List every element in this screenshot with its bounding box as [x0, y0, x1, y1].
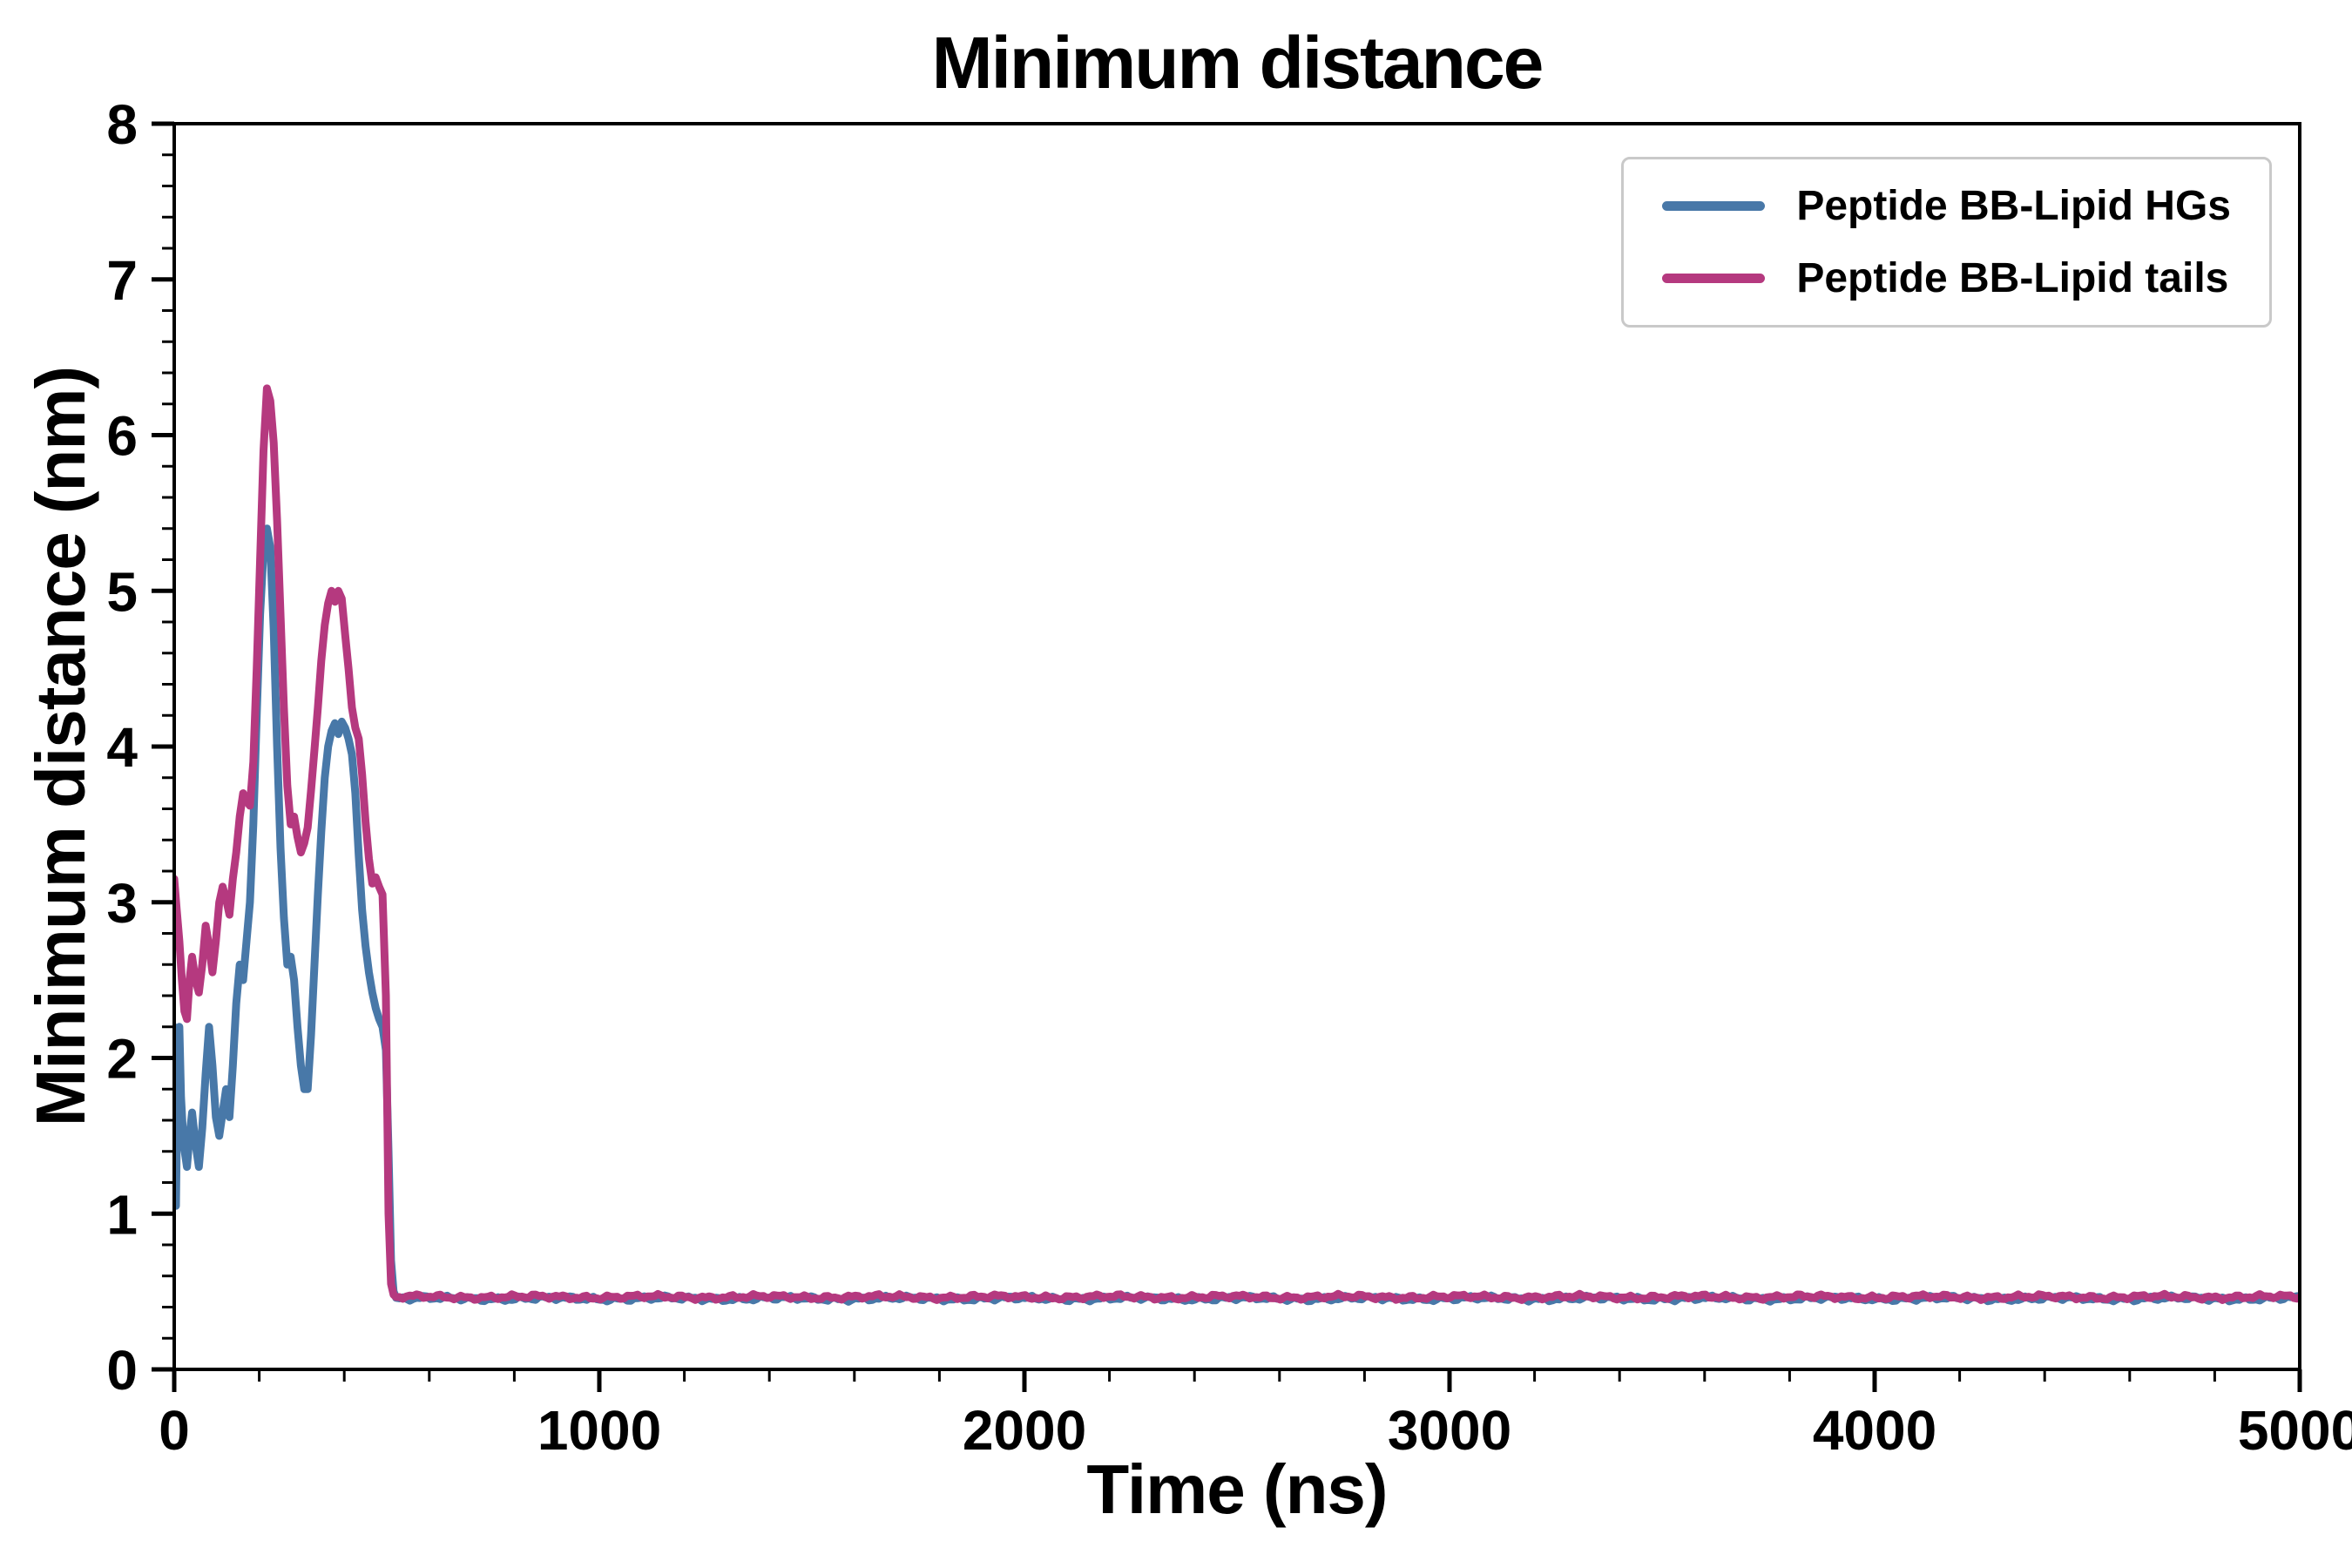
x-axis-label: Time (ns): [1086, 1450, 1388, 1528]
legend-label-hgs: Peptide BB-Lipid HGs: [1796, 183, 2231, 229]
svg-text:8: 8: [106, 93, 138, 156]
svg-text:4000: 4000: [1813, 1399, 1936, 1462]
legend-label-tails: Peptide BB-Lipid tails: [1796, 255, 2229, 301]
legend-swatch-hgs: [1662, 201, 1766, 211]
y-axis-label: Minimum distance (nm): [22, 366, 99, 1127]
svg-text:3: 3: [106, 872, 138, 935]
svg-text:5: 5: [106, 560, 138, 623]
legend: Peptide BB-Lipid HGs Peptide BB-Lipid ta…: [1621, 157, 2272, 328]
legend-item-tails: Peptide BB-Lipid tails: [1662, 254, 2231, 302]
svg-text:3000: 3000: [1388, 1399, 1511, 1462]
svg-text:0: 0: [159, 1399, 190, 1462]
svg-text:5000: 5000: [2238, 1399, 2352, 1462]
svg-text:2: 2: [106, 1028, 138, 1091]
svg-text:1000: 1000: [537, 1399, 661, 1462]
svg-text:1: 1: [106, 1183, 138, 1246]
svg-text:6: 6: [106, 405, 138, 468]
svg-text:0: 0: [106, 1339, 138, 1402]
chart-title: Minimum distance: [931, 22, 1544, 104]
legend-item-hgs: Peptide BB-Lipid HGs: [1662, 182, 2231, 230]
svg-text:2000: 2000: [963, 1399, 1086, 1462]
legend-swatch-tails: [1662, 274, 1766, 283]
svg-text:7: 7: [106, 249, 138, 312]
svg-text:4: 4: [106, 716, 138, 779]
